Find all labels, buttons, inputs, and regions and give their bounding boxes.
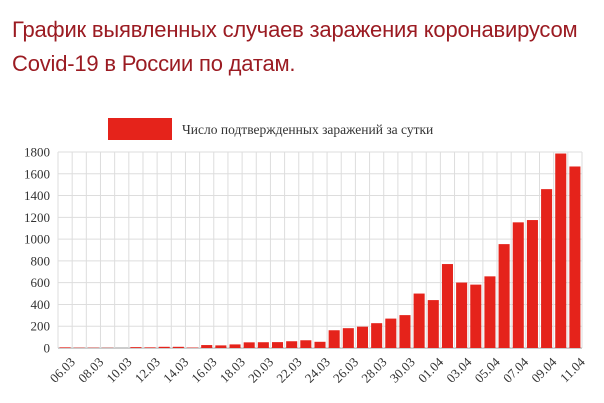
- bar-26.03: [342, 328, 354, 348]
- bar-22.03: [286, 341, 298, 348]
- x-tick-label: 30.03: [387, 354, 418, 385]
- x-tick-label: 06.03: [47, 354, 78, 385]
- bar-23.03: [300, 340, 312, 348]
- y-tick-label: 1800: [24, 145, 50, 160]
- bar-09.04: [541, 189, 553, 348]
- y-tick-label: 1000: [24, 232, 50, 247]
- x-tick-label: 03.04: [443, 354, 475, 386]
- x-tick-label: 20.03: [245, 354, 276, 385]
- chart-title: График выявленных случаев заражения коро…: [12, 13, 592, 81]
- bar-16.03: [201, 345, 213, 348]
- chart-title-line-2: Covid-19 в России по датам.: [12, 51, 296, 76]
- bar-30.03: [399, 315, 411, 348]
- bar-07.04: [512, 222, 524, 348]
- bar-29.03: [385, 318, 397, 348]
- chart-title-line-1: График выявленных случаев заражения коро…: [12, 17, 578, 42]
- bar-01.04: [427, 300, 439, 348]
- legend-label: Число подтвержденных заражений за сутки: [182, 122, 433, 137]
- bar-25.03: [328, 330, 340, 348]
- x-tick-label: 11.04: [557, 354, 588, 385]
- bar-04.04: [470, 284, 482, 348]
- x-tick-label: 01.04: [415, 354, 447, 386]
- chart-grid: [57, 151, 583, 349]
- bar-27.03: [356, 326, 369, 348]
- x-axis-ticks: 06.0308.0310.0312.0314.0316.0318.0320.03…: [47, 354, 588, 386]
- bar-06.04: [498, 244, 510, 348]
- bar-19.03: [243, 342, 255, 348]
- bar-14.03: [172, 346, 184, 348]
- bar-08.04: [526, 220, 538, 348]
- bar-11.03: [130, 347, 142, 348]
- bar-21.03: [271, 342, 284, 348]
- bar-02.04: [441, 264, 453, 348]
- y-axis-ticks: 0 200 400 600 800 1000 1200 1400 1600 1800: [24, 145, 50, 356]
- x-tick-label: 07.04: [500, 354, 532, 386]
- x-tick-label: 14.03: [160, 354, 191, 385]
- bar-20.03: [257, 342, 269, 348]
- bar-11.04: [569, 166, 581, 348]
- bar-28.03: [371, 323, 383, 348]
- bar-12.03: [144, 347, 156, 348]
- bar-17.03: [215, 345, 227, 348]
- y-tick-label: 1200: [24, 210, 50, 225]
- x-tick-label: 09.04: [528, 354, 560, 386]
- y-tick-label: 400: [31, 297, 51, 312]
- bar-05.04: [484, 276, 496, 348]
- x-tick-label: 05.04: [472, 354, 504, 386]
- chart-legend: Число подтвержденных заражений за сутки: [108, 118, 433, 140]
- bar-24.03: [314, 341, 326, 348]
- bar-06.03: [59, 347, 71, 348]
- x-tick-label: 24.03: [302, 354, 333, 385]
- y-tick-label: 1400: [24, 188, 50, 203]
- y-tick-label: 1600: [24, 166, 50, 181]
- y-tick-label: 200: [31, 319, 51, 334]
- bar-31.03: [413, 293, 425, 348]
- y-tick-label: 0: [44, 341, 51, 356]
- bar-13.03: [158, 346, 170, 348]
- y-tick-label: 800: [31, 253, 51, 268]
- x-tick-label: 28.03: [358, 354, 389, 385]
- legend-swatch: [108, 118, 172, 140]
- x-tick-label: 08.03: [75, 354, 106, 385]
- x-tick-label: 10.03: [103, 354, 134, 385]
- x-tick-label: 12.03: [132, 354, 163, 385]
- bar-18.03: [229, 344, 241, 348]
- x-tick-label: 22.03: [273, 354, 304, 385]
- chart-bars: [59, 153, 581, 348]
- y-tick-label: 600: [31, 275, 51, 290]
- bar-03.04: [456, 282, 468, 348]
- x-tick-label: 26.03: [330, 354, 361, 385]
- bar-10.04: [555, 153, 567, 348]
- x-tick-label: 16.03: [188, 354, 219, 385]
- x-tick-label: 18.03: [217, 354, 248, 385]
